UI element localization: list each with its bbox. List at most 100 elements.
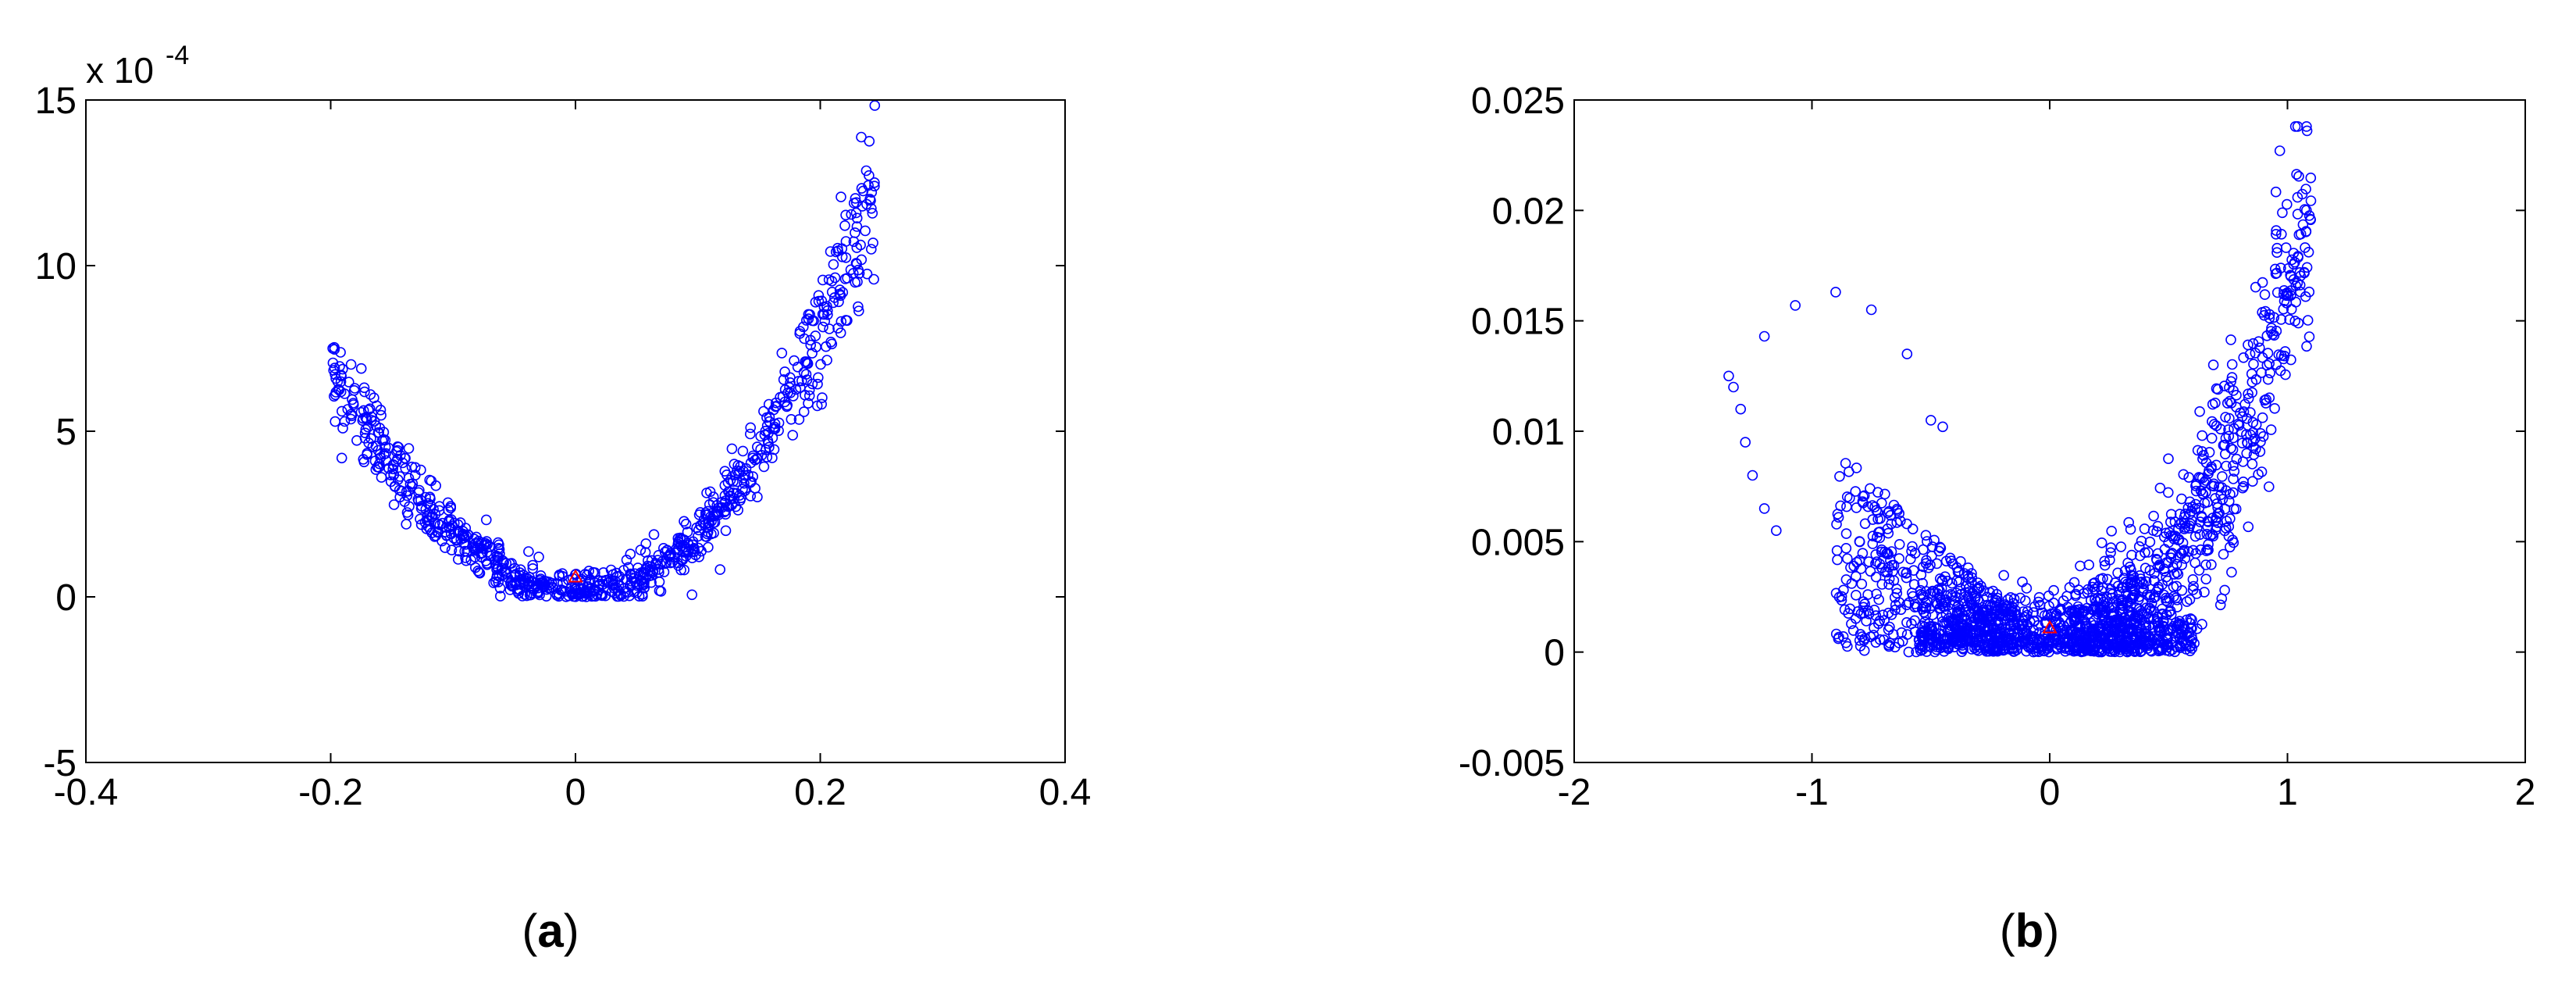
scatter-point — [700, 530, 711, 542]
scatter-point — [2033, 596, 2044, 608]
scatter-point — [2075, 637, 2087, 648]
scatter-point — [2221, 398, 2233, 409]
scatter-point — [2236, 437, 2248, 449]
scatter-point — [1958, 610, 1969, 622]
scatter-point — [521, 590, 533, 602]
scatter-point — [2208, 478, 2219, 490]
scatter-point — [2216, 593, 2228, 605]
scatter-point — [2225, 334, 2236, 345]
scatter-point — [821, 355, 832, 366]
scatter-point — [1851, 502, 1862, 513]
scatter-point — [840, 209, 851, 221]
scatter-point — [1883, 624, 1894, 635]
scatter-point — [1890, 641, 1901, 653]
scatter-point — [373, 427, 385, 438]
scatter-point — [758, 405, 769, 417]
scatter-point — [2207, 398, 2218, 410]
scatter-point — [2297, 219, 2309, 230]
scatter-point — [2268, 312, 2280, 323]
scatter-point — [2187, 501, 2198, 512]
scatter-point — [533, 552, 544, 562]
scatter-point — [1896, 627, 1908, 638]
scatter-point — [2253, 336, 2264, 348]
scatter-point — [479, 537, 491, 549]
panel-b-axes-frame — [1573, 99, 2526, 763]
scatter-point — [860, 165, 872, 177]
scatter-point — [648, 529, 660, 541]
scatter-point — [2090, 601, 2101, 612]
scatter-point — [2122, 643, 2132, 655]
scatter-point — [2271, 228, 2282, 240]
scatter-point — [1920, 602, 1931, 613]
scatter-point — [518, 577, 530, 589]
scatter-point — [2278, 303, 2289, 315]
scatter-point — [2194, 516, 2206, 527]
scatter-point — [2220, 412, 2231, 423]
scatter-point — [2253, 469, 2264, 480]
scatter-point — [1888, 575, 1900, 586]
scatter-point — [336, 405, 347, 417]
scatter-point — [2255, 427, 2266, 439]
scatter-point — [803, 390, 815, 402]
scatter-point — [800, 389, 811, 401]
scatter-point — [1833, 512, 1844, 523]
scatter-point — [1972, 577, 1983, 588]
scatter-point — [1883, 573, 1895, 584]
scatter-point — [653, 549, 664, 561]
scatter-point — [1857, 548, 1869, 559]
scatter-point — [2257, 412, 2268, 423]
scatter-point — [869, 180, 880, 191]
panel-a-y-tick-label: 5 — [55, 412, 77, 453]
scatter-point — [2264, 481, 2275, 492]
scatter-point — [761, 412, 772, 423]
scatter-point — [1867, 538, 1879, 549]
scatter-point — [1909, 615, 1920, 627]
panel-b-y-tick-label: 0.015 — [1471, 302, 1565, 343]
scatter-point — [2155, 645, 2166, 656]
scatter-point — [2162, 633, 2173, 644]
scatter-point — [856, 254, 868, 266]
scatter-point — [392, 474, 404, 485]
scatter-point — [682, 527, 693, 537]
scatter-point — [840, 252, 852, 263]
scatter-point — [2224, 382, 2235, 393]
scatter-point — [378, 427, 390, 438]
scatter-point — [2229, 466, 2240, 477]
scatter-point — [460, 539, 472, 550]
scatter-point — [527, 559, 539, 571]
scatter-point — [790, 384, 802, 395]
scatter-point — [793, 414, 805, 425]
scatter-point — [655, 586, 667, 597]
scatter-point — [2303, 331, 2315, 342]
scatter-point — [1873, 527, 1884, 538]
scatter-point — [2175, 632, 2186, 644]
panel-b-y-tick-label: 0.005 — [1471, 522, 1565, 563]
scatter-point — [2220, 433, 2232, 444]
scatter-point — [2127, 643, 2139, 655]
panel-a-points — [327, 100, 881, 602]
scatter-point — [2224, 495, 2235, 507]
scatter-point — [642, 555, 654, 566]
scatter-point — [1962, 562, 1974, 573]
scatter-point — [850, 227, 860, 238]
scatter-point — [1882, 523, 1894, 534]
scatter-point — [2109, 577, 2121, 588]
scatter-point — [446, 523, 457, 534]
scatter-point — [750, 454, 761, 466]
scatter-point — [2053, 636, 2065, 648]
scatter-point — [392, 441, 404, 452]
scatter-point — [722, 501, 734, 512]
scatter-point — [493, 544, 505, 555]
scatter-point — [2118, 627, 2129, 639]
triangle-marker — [568, 569, 583, 583]
scatter-point — [624, 580, 636, 591]
scatter-point — [2181, 596, 2193, 607]
scatter-point — [2066, 606, 2078, 618]
scatter-point — [2286, 354, 2296, 366]
scatter-point — [2284, 314, 2295, 325]
scatter-point — [1972, 609, 1983, 621]
scatter-point — [2165, 548, 2176, 560]
scatter-point — [2118, 600, 2129, 612]
scatter-point — [2200, 545, 2212, 556]
scatter-point — [2301, 341, 2312, 352]
